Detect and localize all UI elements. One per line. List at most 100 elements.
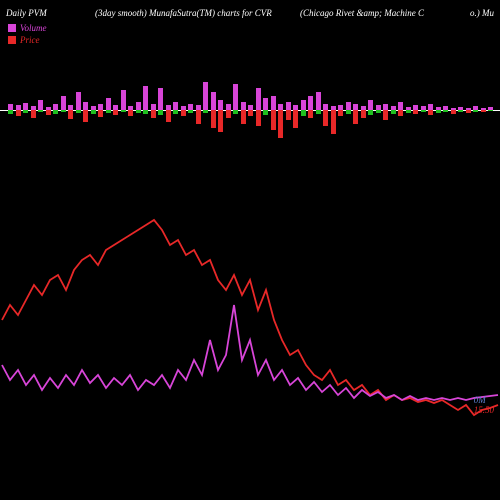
bar-down [233,110,238,114]
bar-down [128,110,133,116]
bar-down [481,110,486,112]
bar-up [233,84,238,110]
bar-up [23,103,28,110]
bar-up [173,102,178,110]
bar-down [316,110,321,114]
bar-down [226,110,231,118]
bar-down [436,110,441,113]
bar-down [353,110,358,124]
bar-down [158,110,163,115]
bar-down [61,110,66,112]
bar-down [113,110,118,115]
bar-down [376,110,381,113]
price-end-label: 15.50 [474,405,494,415]
bar-down [338,110,343,116]
line-svg [0,200,500,470]
bar-up [301,100,306,110]
bar-down [331,110,336,134]
bar-down [166,110,171,122]
legend-volume: Volume [8,22,47,34]
bar-down [451,110,456,114]
bar-down [181,110,186,116]
bar-down [53,110,58,114]
bar-up [398,102,403,110]
bar-down [271,110,276,130]
bar-down [211,110,216,128]
bar-down [443,110,448,112]
bar-chart [0,60,500,160]
bar-up [211,92,216,110]
bar-up [256,88,261,110]
bar-up [241,102,246,110]
bar-up [308,96,313,110]
bar-up [76,92,81,110]
bar-down [428,110,433,115]
bar-up [136,102,141,110]
bar-up [38,100,43,110]
legend: Volume Price [8,22,47,46]
bar-down [106,110,111,113]
price-line [2,220,498,415]
bar-up [368,100,373,110]
bar-down [286,110,291,120]
bar-up [143,86,148,110]
bar-down [488,110,493,111]
bar-down [16,110,21,116]
bar-down [293,110,298,128]
bar-up [203,82,208,110]
bar-down [143,110,148,114]
title-mid: (3day smooth) MunafaSutra(TM) charts for… [95,8,272,18]
bar-down [23,110,28,113]
bar-up [346,102,351,110]
bar-down [173,110,178,114]
bar-up [271,96,276,110]
line-labels: 0M 15.50 [474,395,494,415]
title-right: (Chicago Rivet &amp; Machine C [300,8,424,18]
bar-down [98,110,103,117]
bar-down [406,110,411,113]
bar-up [158,88,163,110]
bar-down [188,110,193,113]
bar-down [368,110,373,115]
bar-down [121,110,126,112]
bar-up [218,100,223,110]
bar-up [121,90,126,110]
bar-down [151,110,156,118]
bar-down [196,110,201,124]
chart-container: Daily PVM (3day smooth) MunafaSutra(TM) … [0,0,500,500]
bar-down [248,110,253,116]
legend-price: Price [8,34,47,46]
bar-down [8,110,13,114]
bar-down [413,110,418,114]
bar-down [218,110,223,132]
volume-label: Volume [20,23,47,33]
bar-down [38,110,43,112]
title-left: Daily PVM [6,8,47,18]
bar-down [278,110,283,138]
bar-down [458,110,463,112]
bar-down [136,110,141,113]
bar-up [316,92,321,110]
bar-down [308,110,313,118]
bar-down [323,110,328,126]
bar-down [76,110,81,113]
bar-down [256,110,261,126]
bar-down [383,110,388,120]
bar-up [83,102,88,110]
bar-down [91,110,96,114]
bar-down [361,110,366,118]
bar-up [61,96,66,110]
volume-swatch [8,24,16,32]
price-label: Price [20,35,40,45]
bar-down [346,110,351,114]
zero-m-label: 0M [474,395,494,405]
bar-down [473,110,478,112]
bar-down [466,110,471,113]
price-swatch [8,36,16,44]
bar-down [421,110,426,112]
bar-down [301,110,306,116]
bar-up [106,98,111,110]
bar-down [241,110,246,124]
bar-down [31,110,36,118]
line-chart [0,200,500,470]
